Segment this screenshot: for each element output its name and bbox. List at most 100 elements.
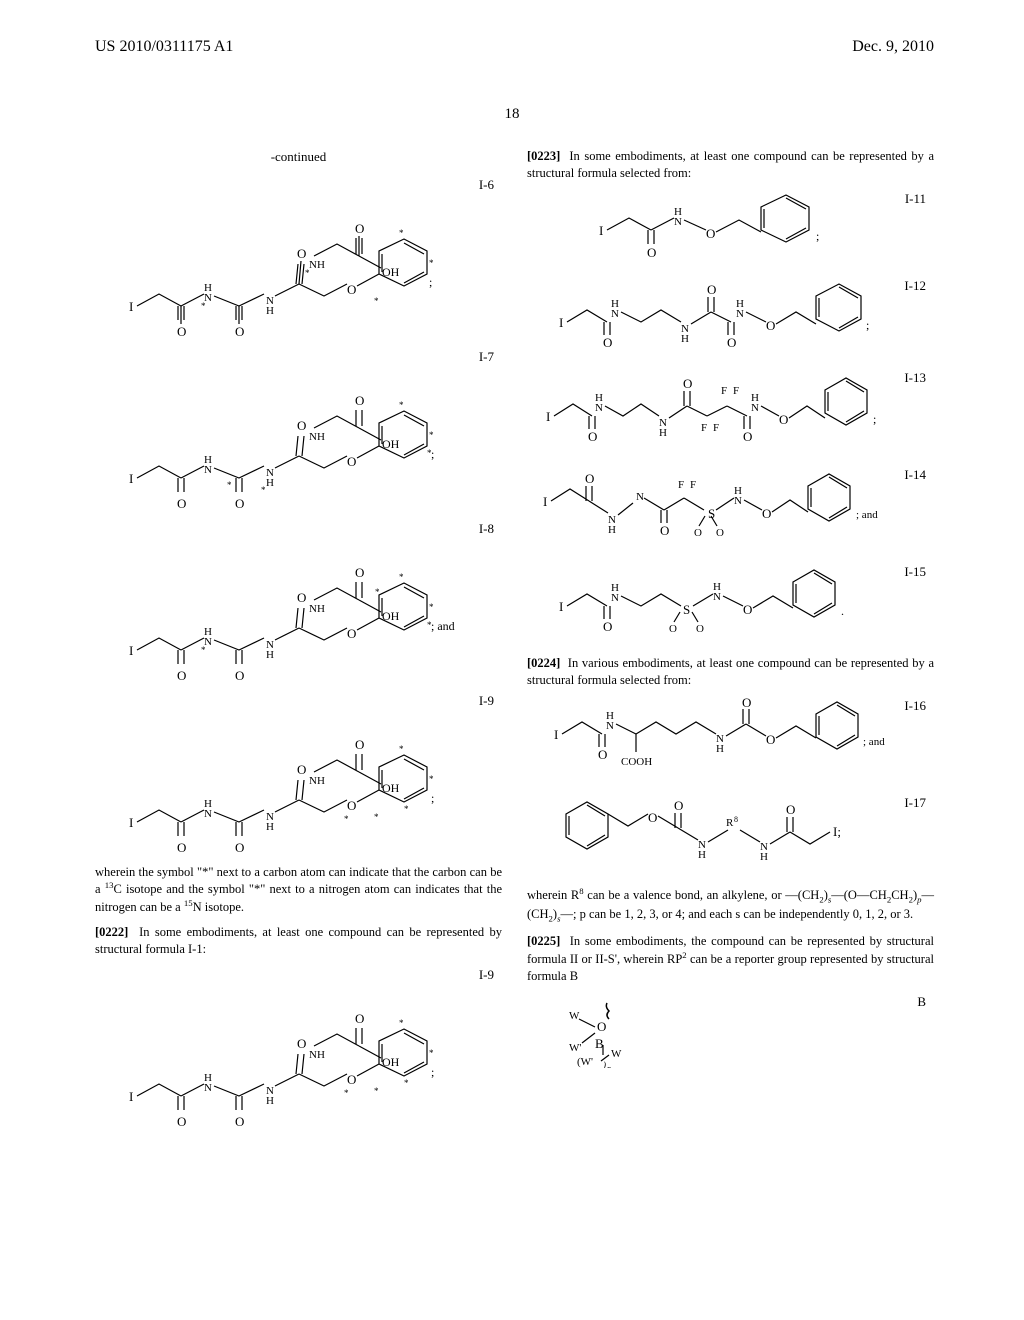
svg-text:; and: ; and <box>863 736 885 748</box>
structure-svg-i9b: I O H N O N H O NH <box>119 966 479 1126</box>
svg-text:*: * <box>404 1078 409 1088</box>
svg-text:;: ; <box>866 318 869 332</box>
svg-text:;: ; <box>429 275 432 289</box>
structure-svg-i7: I O H N * O N H * O NH <box>119 348 479 508</box>
svg-text:*: * <box>399 1018 404 1028</box>
svg-text:*: * <box>399 572 404 582</box>
svg-text:;: ; <box>816 229 819 243</box>
structure-svg-i17: O O N H R 8 N H O I; <box>551 794 911 874</box>
svg-text:O: O <box>347 798 356 813</box>
svg-text:F: F <box>733 385 739 397</box>
para-0222: [0222] In some embodiments, at least one… <box>95 924 502 958</box>
structure-label-i6: I-6 <box>479 176 494 194</box>
svg-text:O: O <box>706 226 715 241</box>
structure-i7: I-7 I O H N * O N H * <box>95 348 502 508</box>
svg-text:O: O <box>355 393 364 408</box>
svg-text:*: * <box>429 1048 434 1058</box>
svg-text:I: I <box>546 409 550 424</box>
svg-text:O: O <box>603 619 612 634</box>
svg-text:O: O <box>235 840 244 852</box>
svg-text:O: O <box>297 590 306 605</box>
svg-text:N: N <box>751 402 759 414</box>
structure-i13: I-13 I O H N N H O F F <box>527 369 934 454</box>
svg-text:W: W <box>611 1048 622 1060</box>
svg-text:I;: I; <box>833 824 841 839</box>
svg-text:O: O <box>779 412 788 427</box>
svg-text:O: O <box>177 668 186 680</box>
structure-i16: I-16 I O H N COOH N H O <box>527 697 934 782</box>
svg-text:O: O <box>235 668 244 680</box>
svg-text:H: H <box>659 427 667 439</box>
para-num-0222: [0222] <box>95 925 128 939</box>
para-0225: [0225] In some embodiments, the compound… <box>527 933 934 985</box>
structure-svg-i15: I O H N S O O H N O <box>551 563 911 643</box>
svg-text:O: O <box>766 732 775 747</box>
svg-text:I: I <box>129 299 133 314</box>
svg-text:O: O <box>177 496 186 508</box>
svg-text:*: * <box>374 296 379 306</box>
structure-label-i12: I-12 <box>904 277 926 295</box>
svg-text:O: O <box>355 1011 364 1026</box>
svg-text:O: O <box>588 429 597 444</box>
svg-text:O: O <box>235 496 244 508</box>
svg-text:H: H <box>266 1095 274 1107</box>
svg-text:I: I <box>129 1089 133 1104</box>
svg-text:O: O <box>696 623 704 635</box>
svg-text:N: N <box>204 808 212 820</box>
svg-text:*: * <box>227 480 232 490</box>
svg-text:; and: ; and <box>856 509 878 521</box>
structure-svg-i14: I O N H N O F F S <box>538 466 923 551</box>
svg-text:O: O <box>598 747 607 762</box>
structure-label-i14: I-14 <box>904 466 926 484</box>
svg-text:O: O <box>707 282 716 297</box>
svg-text:H: H <box>760 851 768 863</box>
svg-text:O: O <box>716 527 724 539</box>
svg-text:O: O <box>674 798 683 813</box>
svg-text:I: I <box>554 727 558 742</box>
svg-text:COOH: COOH <box>621 756 652 768</box>
structure-svg-b: O W W' B (W' W ) n <box>547 993 667 1068</box>
svg-text:;: ; <box>431 791 434 805</box>
structure-svg-i6: I O H N * O N H <box>119 176 479 336</box>
svg-text:*: * <box>429 774 434 784</box>
r8-text: wherein R8 can be a valence bond, an alk… <box>527 886 934 926</box>
svg-text:*: * <box>399 744 404 754</box>
svg-text:F: F <box>678 479 684 491</box>
svg-text:N: N <box>595 402 603 414</box>
svg-text:F: F <box>721 385 727 397</box>
para-num-0224: [0224] <box>527 656 560 670</box>
svg-text:NH: NH <box>309 775 325 787</box>
right-column: [0223] In some embodiments, at least one… <box>527 148 934 1138</box>
structure-i15: I-15 I O H N S O O H N <box>527 563 934 643</box>
svg-text:O: O <box>297 418 306 433</box>
svg-text:*: * <box>404 804 409 814</box>
svg-text:O: O <box>603 335 612 350</box>
isotope-text: wherein the symbol "*" next to a carbon … <box>95 864 502 917</box>
publication-number: US 2010/0311175 A1 <box>95 38 233 56</box>
svg-text:N: N <box>204 1082 212 1094</box>
svg-text:N: N <box>674 216 682 228</box>
svg-text:N: N <box>713 591 721 603</box>
svg-text:8: 8 <box>734 815 738 824</box>
svg-text:W': W' <box>569 1042 581 1054</box>
para-num-0225: [0225] <box>527 934 560 948</box>
svg-text:N: N <box>734 495 742 507</box>
svg-text:NH: NH <box>309 1049 325 1061</box>
structure-label-i8: I-8 <box>479 520 494 538</box>
svg-text:O: O <box>648 810 657 825</box>
svg-text:O: O <box>585 471 594 486</box>
structure-label-i13: I-13 <box>904 369 926 387</box>
svg-text:NH: NH <box>309 431 325 443</box>
svg-text:;: ; <box>431 1065 434 1079</box>
structure-i12: I-12 I O H N N H O O <box>527 277 934 357</box>
svg-text:N: N <box>611 592 619 604</box>
publication-date: Dec. 9, 2010 <box>852 38 934 56</box>
svg-text:I: I <box>129 815 133 830</box>
page-number: 18 <box>0 106 1024 123</box>
svg-text:N: N <box>606 720 614 732</box>
structure-i6: I-6 I O H N * O N H <box>95 176 502 336</box>
svg-text:O: O <box>660 523 669 538</box>
svg-text:O: O <box>786 802 795 817</box>
svg-text:N: N <box>636 491 644 503</box>
svg-text:*: * <box>201 645 206 655</box>
